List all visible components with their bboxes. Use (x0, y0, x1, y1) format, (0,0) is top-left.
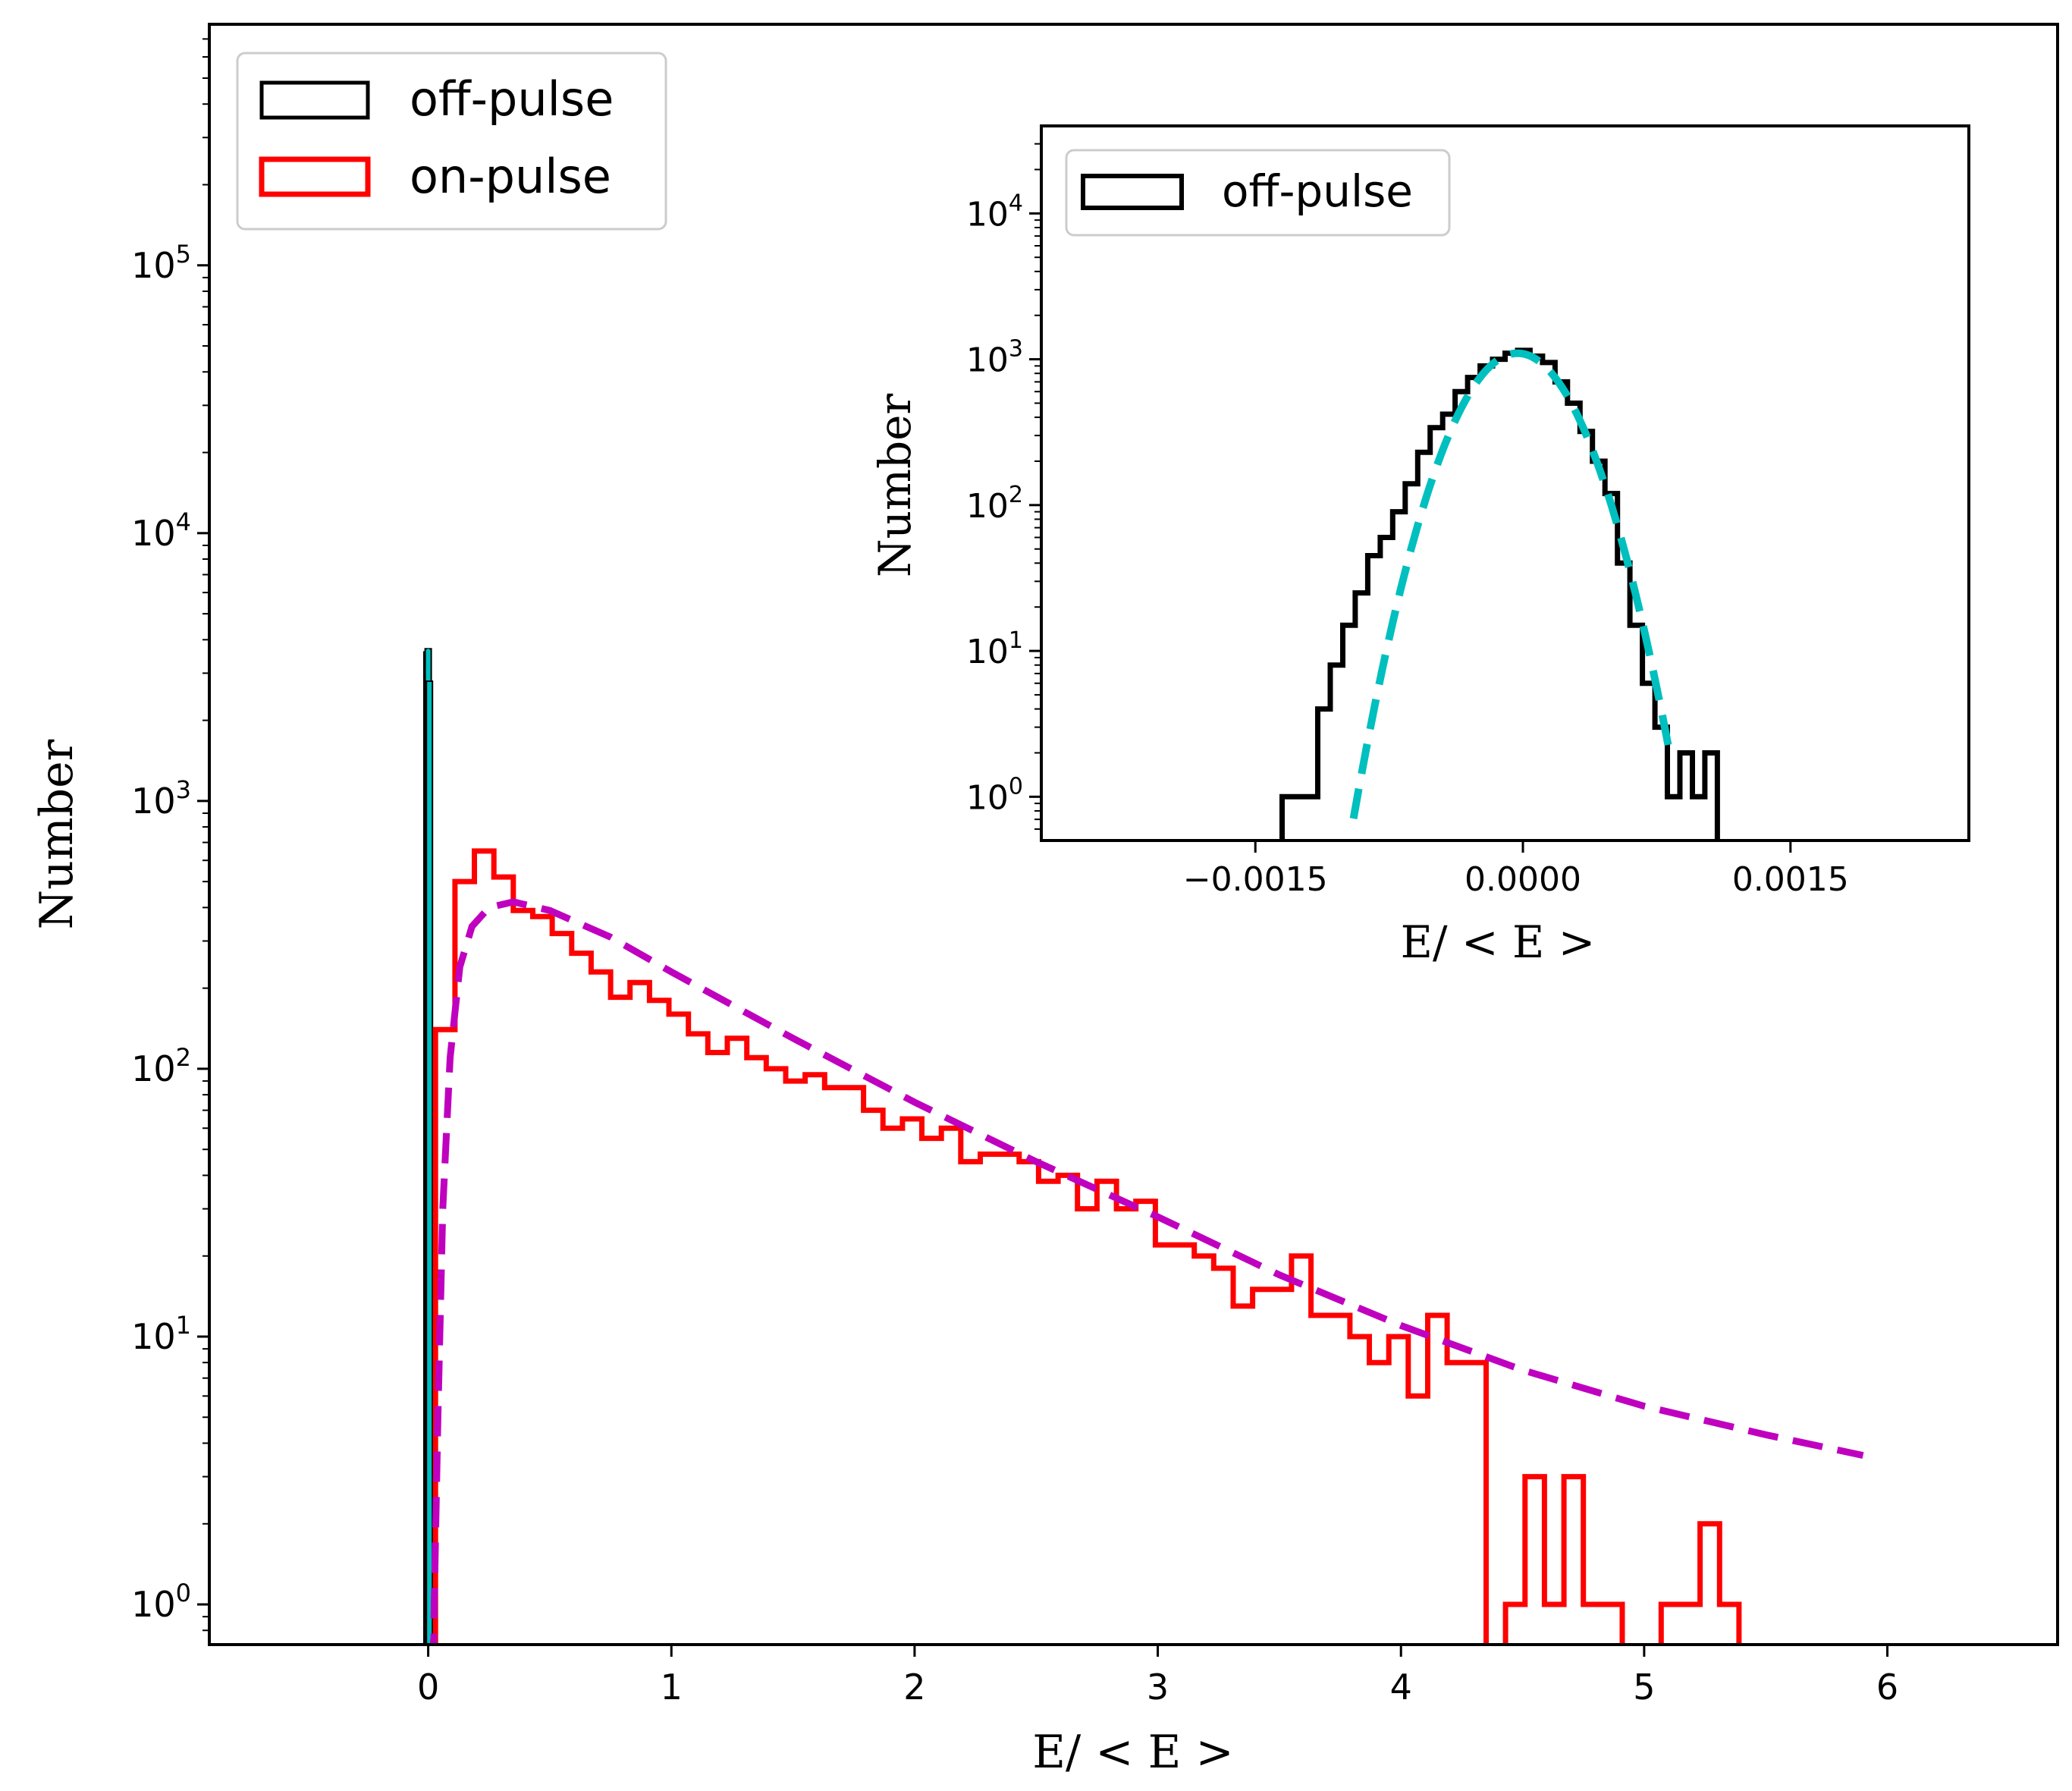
main-x-tick-label: 5 (1633, 1667, 1655, 1708)
main-x-tick-label: 6 (1876, 1667, 1898, 1708)
inset-y-ticks: 100 101 102 103 104 (966, 143, 1041, 830)
inset-x-ticks: −0.0015 0.0000 0.0015 (1183, 841, 1849, 899)
inset-legend-off-pulse-label: off-pulse (1222, 165, 1413, 217)
main-y-axis-label: Number (30, 739, 83, 929)
main-y-tick-label: 101 (131, 1311, 191, 1357)
legend-on-pulse-label: on-pulse (410, 149, 611, 204)
inset-y-tick-label: 104 (966, 190, 1023, 234)
inset-x-axis-label: E/ < E > (1401, 916, 1596, 968)
legend-off-pulse-label: off-pulse (410, 71, 614, 127)
main-axes-frame (208, 23, 2059, 1646)
inset-x-tick-label: 0.0015 (1732, 860, 1849, 899)
inset-legend-box (1065, 149, 1451, 237)
main-y-tick-label: 103 (131, 775, 191, 822)
inset-legend: off-pulse (1065, 149, 1451, 237)
inset-axes-frame (1040, 124, 1970, 842)
on-pulse-histogram (432, 848, 1742, 1645)
inset-x-tick-label: 0.0000 (1465, 860, 1581, 899)
inset-x-tick-label: −0.0015 (1183, 860, 1328, 899)
main-legend-box (236, 52, 667, 231)
legend-off-pulse-swatch (259, 80, 370, 120)
fit-curve (429, 898, 1864, 1645)
inset-axes: −0.0015 0.0000 0.0015 100 101 102 103 104 E/ <… (869, 124, 1970, 968)
main-legend: off-pulse on-pulse (236, 52, 667, 231)
main-x-ticks: 0 1 2 3 4 5 6 (417, 1645, 1898, 1708)
main-plot-area (422, 648, 1864, 1645)
inset-legend-off-pulse-swatch (1081, 174, 1184, 210)
inset-y-tick-label: 103 (966, 336, 1023, 380)
main-x-tick-label: 0 (417, 1667, 439, 1708)
main-x-axis-label: E/ < E > (1032, 1726, 1234, 1779)
main-x-tick-label: 4 (1390, 1667, 1412, 1708)
main-y-tick-label: 104 (131, 507, 191, 554)
legend-on-pulse-swatch (259, 156, 371, 197)
main-y-tick-label: 105 (131, 240, 191, 286)
inset-background (1041, 126, 1969, 841)
inset-series-group (1279, 347, 1720, 841)
inset-y-tick-label: 100 (966, 773, 1023, 817)
main-y-tick-label: 100 (131, 1579, 191, 1625)
off-pulse-fit-curve (425, 649, 431, 1645)
inset-y-tick-label: 101 (966, 627, 1023, 671)
inset-y-tick-label: 102 (966, 482, 1023, 526)
inset-plot-area (1279, 347, 1720, 841)
main-y-ticks: 100 101 102 103 104 105 (131, 38, 209, 1632)
inset-y-axis-label: Number (869, 394, 921, 578)
main-y-tick-label: 102 (131, 1043, 191, 1089)
main-x-tick-label: 2 (903, 1667, 925, 1708)
inset-gaussian-fit-curve (1349, 349, 1673, 819)
main-x-tick-label: 1 (661, 1667, 683, 1708)
main-x-tick-label: 3 (1147, 1667, 1169, 1708)
main-series-group (422, 648, 1864, 1645)
main-axes: 0 1 2 3 4 5 6 100 101 102 103 104 105 E/ < E > Numb… (30, 23, 2059, 1779)
